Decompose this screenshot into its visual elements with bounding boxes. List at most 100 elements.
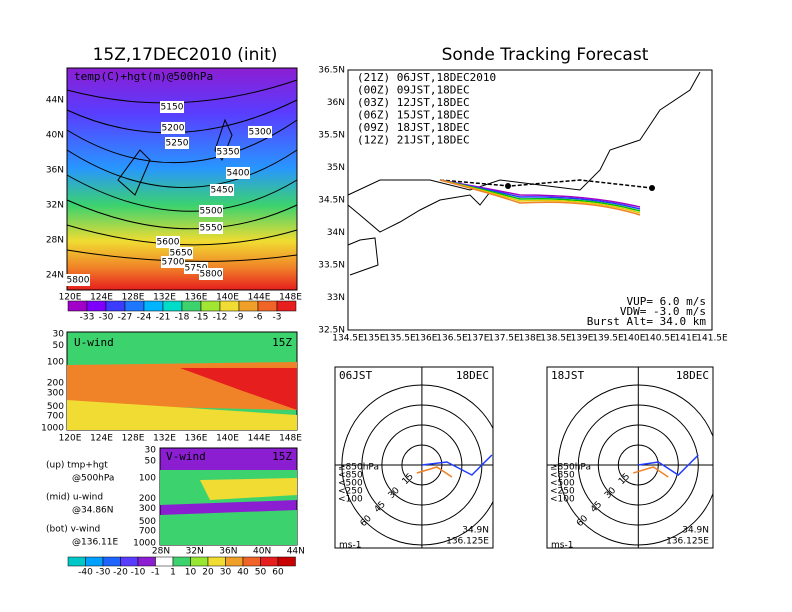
colorbar-box [277,556,296,567]
x-tick-label: 137E [467,334,490,344]
level-legend: <250 [550,487,575,497]
colorbar-box [238,300,259,312]
x-tick-label: 136E [415,334,438,344]
colorbar-box [190,556,209,567]
launch-legend: (21Z) 06JST,18DEC2010 [357,71,496,84]
level-legend: ≥850hPa [338,463,379,473]
colorbar-label: -40 [78,568,93,578]
x-tick-label: 132E [153,434,176,444]
hodo-date: 18DEC [456,369,489,382]
note: (mid) u-wind [46,493,103,503]
note: @34.86N [72,506,114,516]
colorbar-box [155,556,174,567]
y-tick-label: 36N [46,166,64,176]
colorbar-label: -20 [113,568,128,578]
y-tick-label: 50 [145,457,157,467]
x-tick-label: 32N [186,547,204,557]
contour-label: 5400 [227,169,250,179]
hodo-lon: 136.125E [446,537,489,547]
contour-label: 5200 [162,124,185,134]
colorbar-box [124,300,145,312]
hodo-time: 18JST [551,369,584,382]
contours [66,79,298,262]
launch-legend: (09Z) 18JST,18DEC [357,121,470,134]
coastline [347,237,379,276]
hodo-lon: 136.125E [666,537,709,547]
colorbar-label: 10 [185,568,197,578]
coastline [347,71,701,233]
y-tick-label: 30 [53,330,65,340]
y-tick-label: 700 [47,411,64,421]
colorbar-label: -33 [80,313,95,323]
colorbar-label: -27 [118,313,133,323]
hodo-lat: 34.9N [682,526,709,536]
contour-label: 5650 [170,249,193,259]
y-tick-label: 700 [139,526,156,536]
level-legend: ≥850hPa [550,463,591,473]
x-tick-label: 135.5E [384,334,416,344]
hodograph [546,366,714,549]
x-tick-label: 128E [122,434,145,444]
x-tick-label: 140E [623,334,646,344]
colorbar-box [120,556,139,567]
x-tick-label: 136.5E [436,334,468,344]
y-tick-label: 100 [47,358,64,368]
colorbar-label: -24 [137,313,152,323]
y-tick-label: 36N [327,98,345,108]
level-legend: <100 [550,495,575,505]
y-tick-label: 200 [47,378,64,388]
y-tick-label: 500 [139,517,156,527]
x-tick-label: 139E [571,334,594,344]
y-tick-label: 50 [53,341,65,351]
x-tick-label: 148E [279,434,302,444]
y-tick-label: 28N [46,236,64,246]
y-tick-label: 33.5N [318,261,345,271]
y-tick-label: 32.5N [318,326,345,336]
x-tick-label: 140E [216,434,239,444]
y-tick-label: 35.5N [318,131,345,141]
contour-label: 5300 [249,128,272,138]
x-tick-label: 36N [219,547,237,557]
hodograph-grid [335,367,493,548]
info: VDW= -3.0 m/s [620,305,706,318]
x-tick-label: 136E [185,434,208,444]
y-tick-label: 24N [46,271,64,281]
colorbar-box [181,300,202,312]
hodo-trace [638,454,699,476]
track [439,179,653,189]
x-tick-label: 136E [185,293,208,303]
launch-legend: (00Z) 09JST,18DEC [357,84,470,97]
x-tick-label: 148E [279,293,302,303]
colorbar-box [172,556,191,567]
colorbar-box [276,300,297,312]
info: Burst Alt= 34.0 km [587,315,707,328]
y-tick-label: 200 [139,494,156,504]
hodo-trace [416,466,453,478]
x-tick-label: 134.5E [332,334,364,344]
colorbar-box [137,556,156,567]
colorbar-box [67,300,88,312]
colorbar-label: -18 [175,313,190,323]
x-tick-label: 132E [153,293,176,303]
y-tick-label: 1000 [41,424,64,434]
colorbar-label: -15 [194,313,209,323]
x-tick-label: 128E [122,293,145,303]
colorbar-box [242,556,261,567]
contour-label: 5150 [161,103,184,113]
y-tick-label: 36.5N [318,66,345,76]
launch-legend: (06Z) 15JST,18DEC [357,109,470,122]
y-tick-label: 30 [145,446,157,456]
y-tick-label: 300 [139,504,156,514]
contour-label: 5600 [157,238,180,248]
contour-label: 5350 [217,148,240,158]
hodo-unit: ms-1 [339,541,361,551]
note: (up) tmp+hgt [46,461,108,471]
colorbar-label: -9 [235,313,244,323]
x-tick-label: 141E [675,334,698,344]
v-time: 15Z [272,450,292,463]
upper-title: 15Z,17DEC2010 (init) [93,45,278,65]
x-tick-label: 135E [363,334,386,344]
hodographs [335,367,713,548]
y-tick-label: 44N [46,96,64,106]
